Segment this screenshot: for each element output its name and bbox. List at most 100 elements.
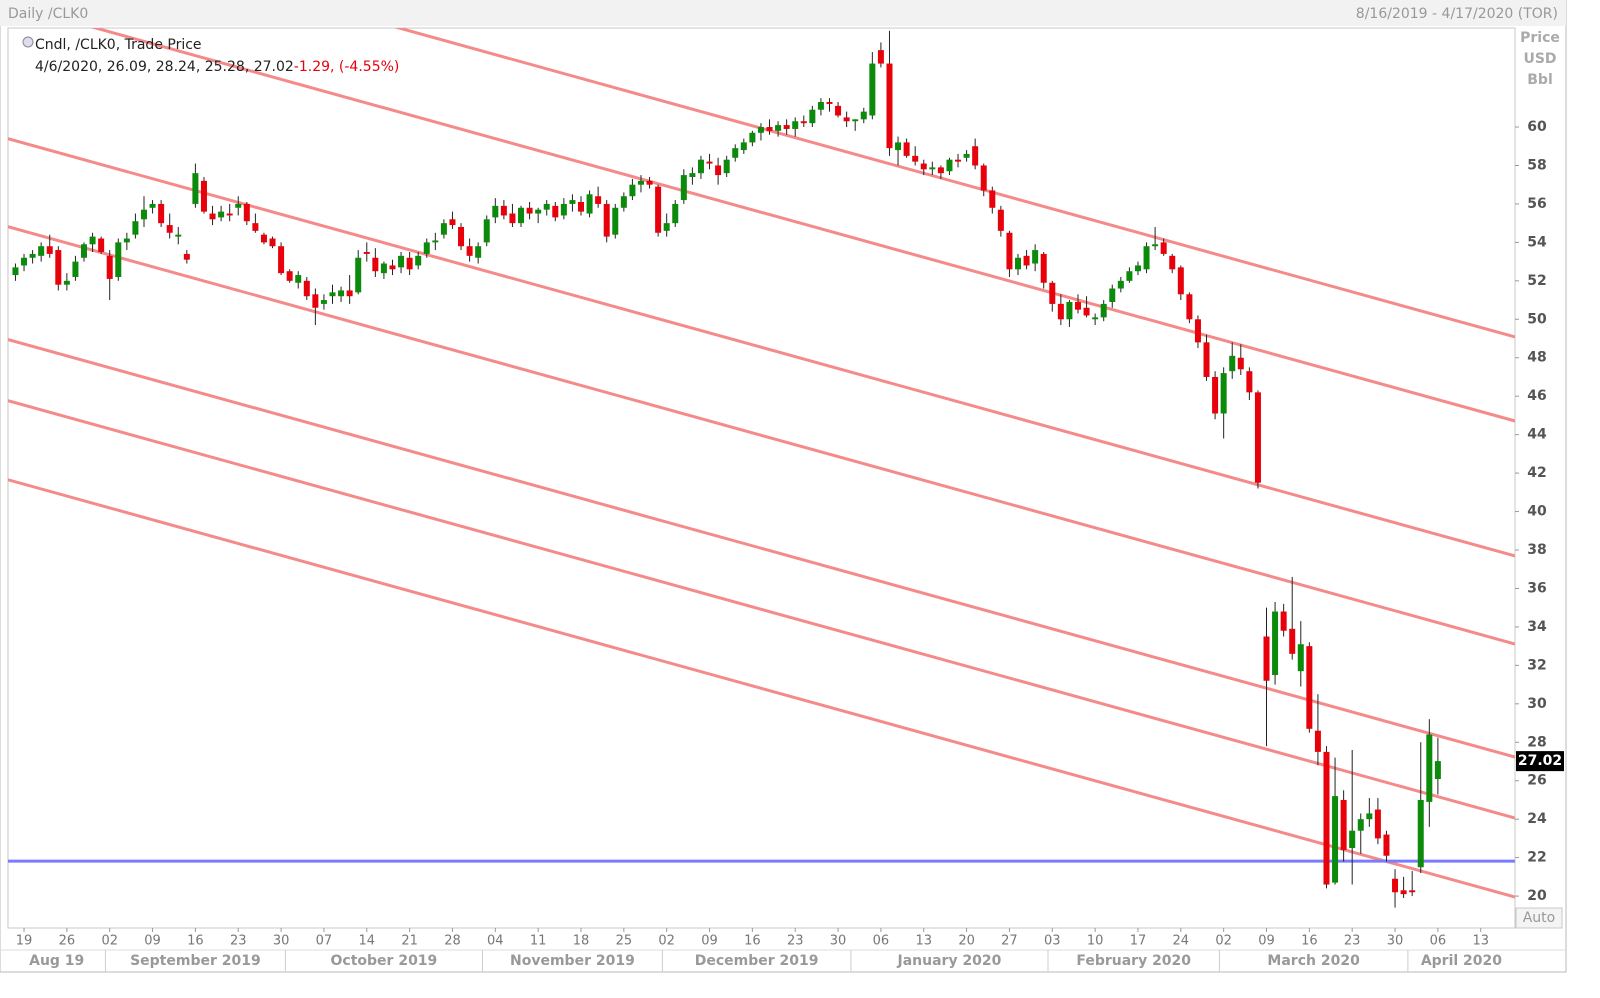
candle-body	[1015, 257, 1022, 270]
candle-body	[509, 213, 516, 224]
candle-body	[980, 165, 987, 191]
candle-body	[38, 246, 45, 256]
y-tick-label: 60	[1527, 119, 1547, 135]
x-tick-label: 19	[16, 934, 33, 949]
y-tick-label: 50	[1527, 311, 1547, 327]
trend-line	[8, 478, 1515, 899]
candle-body	[98, 238, 105, 252]
candle-body	[1177, 267, 1184, 295]
candle-body	[243, 203, 250, 222]
candle-body	[1049, 282, 1056, 304]
date-range: 8/16/2019 - 4/17/2020 (TOR)	[1356, 6, 1558, 22]
candle-body	[963, 153, 970, 158]
trend-line	[90, 28, 1515, 423]
candle-body	[158, 203, 165, 224]
legend-title: Cndl, /CLK0, Trade Price	[35, 37, 202, 53]
candle-body	[886, 63, 893, 149]
candle-body	[672, 203, 679, 224]
x-tick-label: 30	[830, 934, 847, 949]
trend-line	[8, 399, 1515, 820]
candle-body	[1229, 355, 1236, 372]
x-tick-label: 21	[401, 934, 418, 949]
candle-body	[937, 167, 944, 174]
candle-body	[89, 236, 96, 245]
candle-body	[312, 294, 319, 308]
candle-body	[166, 225, 173, 233]
y-axis-label: Price	[1520, 30, 1560, 46]
candle-body	[655, 186, 662, 233]
candle-body	[1023, 255, 1030, 266]
candle-body	[1297, 644, 1304, 672]
x-tick-label: 18	[573, 934, 590, 949]
candle-body	[1194, 319, 1201, 343]
candle-body	[1263, 636, 1270, 681]
candle-body	[1083, 307, 1090, 316]
month-label: October 2019	[331, 953, 438, 969]
y-tick-label: 38	[1527, 542, 1546, 558]
candle-body	[21, 257, 28, 266]
trend-line	[8, 137, 1515, 558]
x-tick-label: 30	[273, 934, 290, 949]
candle-body	[1357, 819, 1364, 831]
candle-body	[55, 250, 62, 285]
candle-body	[1186, 294, 1193, 320]
candle-body	[835, 105, 842, 116]
auto-button[interactable]	[1515, 907, 1563, 929]
quote-line: 4/6/2020, 26.09, 28.24, 25.28, 27.02	[35, 59, 294, 75]
candle-body	[329, 292, 336, 297]
y-tick-label: 26	[1527, 773, 1546, 789]
last-price-box	[1516, 751, 1564, 772]
y-tick-label: 20	[1527, 888, 1547, 904]
candle-body	[192, 173, 199, 204]
plot	[8, 28, 1515, 908]
candle-body	[800, 121, 807, 124]
candle-body	[783, 125, 790, 129]
candle-body	[492, 205, 499, 218]
candle-body	[1203, 342, 1210, 377]
x-tick-label: 02	[101, 934, 118, 949]
candle-body	[689, 173, 696, 178]
month-label: December 2019	[695, 953, 819, 969]
candle-body	[1306, 646, 1313, 729]
candle-body	[680, 175, 687, 201]
candle-body	[1074, 301, 1081, 310]
x-tick-label: 07	[316, 934, 333, 949]
candle-body	[535, 209, 542, 214]
plot-area	[7, 27, 1516, 929]
candle-body	[209, 213, 216, 220]
auto-label[interactable]: Auto	[1523, 910, 1556, 926]
candle-body	[732, 148, 739, 158]
candle-body	[543, 203, 550, 210]
candle-body	[920, 163, 927, 170]
candle-body	[303, 280, 310, 297]
candle-body	[458, 226, 465, 247]
month-label: November 2019	[510, 953, 635, 969]
candle-body	[483, 219, 490, 243]
candle-body	[1374, 809, 1381, 839]
candle-body	[1066, 301, 1073, 320]
candle-body	[1400, 890, 1407, 895]
candle-body	[415, 255, 422, 266]
candle-body	[372, 257, 379, 272]
candle-body	[629, 184, 636, 197]
candle-body	[1212, 376, 1219, 414]
trend-line	[8, 338, 1515, 759]
candle-body	[175, 234, 182, 237]
legend-icon[interactable]	[22, 36, 34, 48]
candle-body	[1314, 730, 1321, 752]
candle-body	[1237, 357, 1244, 370]
candle-body	[569, 200, 576, 204]
month-label: April 2020	[1421, 953, 1502, 969]
y-tick-label: 30	[1527, 696, 1547, 712]
candle-body	[200, 180, 207, 212]
candle-body	[577, 202, 584, 212]
month-label: March 2020	[1267, 953, 1360, 969]
x-tick-label: 25	[616, 934, 633, 949]
candle-body	[1109, 288, 1116, 302]
candle-body	[1289, 628, 1296, 654]
x-tick-label: 02	[658, 934, 675, 949]
x-tick-label: 20	[958, 934, 975, 949]
y-tick-label: 54	[1527, 234, 1547, 250]
